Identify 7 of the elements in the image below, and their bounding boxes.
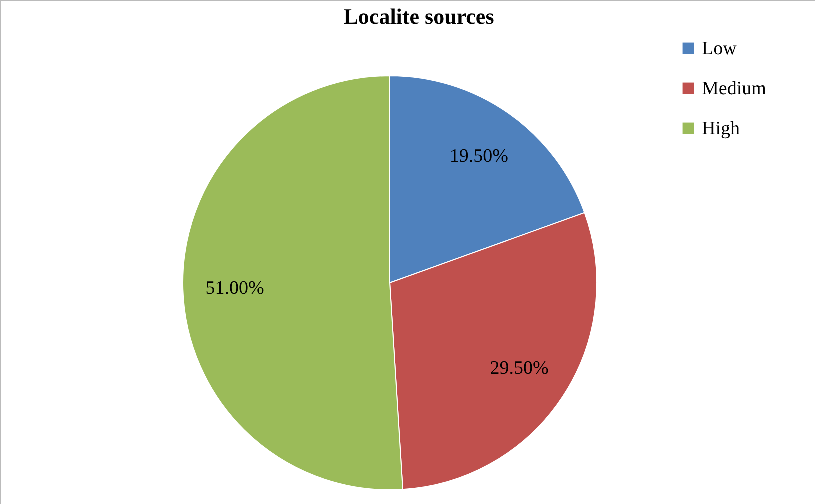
legend-label: High — [702, 118, 740, 140]
legend-label: Medium — [702, 78, 767, 100]
data-label: 29.50% — [490, 358, 550, 380]
chart-title: Localite sources — [344, 4, 495, 29]
legend-label: Low — [702, 38, 738, 60]
data-label: 51.00% — [206, 278, 265, 299]
data-label: 19.50% — [450, 146, 509, 168]
